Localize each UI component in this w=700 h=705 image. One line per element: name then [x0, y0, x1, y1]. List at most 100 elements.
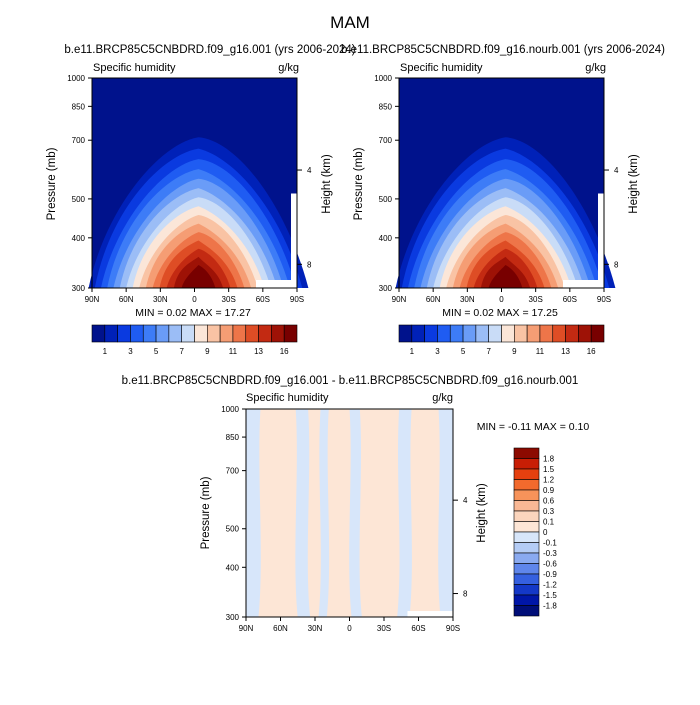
panel-2-ylabel-right: Height (km)	[628, 154, 640, 214]
colorbar-label: 0	[543, 528, 548, 537]
x-tick-label: 60S	[411, 624, 425, 633]
colorbar-swatch	[513, 605, 540, 617]
contour-band	[307, 409, 321, 617]
colorbar-label: -1.5	[543, 591, 557, 600]
y-tick-label: 400	[226, 563, 240, 572]
panel-2-left-label: Specific humidity	[400, 62, 483, 74]
colorbar-label: 9	[205, 347, 210, 356]
colorbar-swatch	[513, 531, 540, 543]
colorbar-label: 9	[512, 347, 517, 356]
plots-layer: 300 400 500 700 850 1000 90N 60N 30N 0 30S 60S 90S 4 8…	[67, 74, 619, 633]
colorbar-label: -0.3	[543, 549, 557, 558]
missing-data-mask	[563, 280, 604, 288]
y-tick-label: 700	[72, 136, 86, 145]
colorbar-swatch	[552, 324, 566, 343]
colorbar-label: 1	[103, 347, 108, 356]
y-tick-label: 400	[72, 234, 86, 243]
x-tick-label: 30S	[222, 295, 236, 304]
height-tick-label: 8	[307, 260, 312, 269]
colorbar-label: 1.5	[543, 465, 555, 474]
colorbar-label: 3	[128, 347, 133, 356]
missing-data-mask	[407, 611, 453, 617]
colorbar-swatch	[590, 324, 605, 343]
x-tick-label: 90S	[597, 295, 611, 304]
colorbar-label: 3	[435, 347, 440, 356]
colorbar-label: 0.1	[543, 518, 555, 527]
colorbar-label: 1	[410, 347, 415, 356]
height-tick-label: 4	[463, 496, 468, 505]
panel-3-right-label: g/kg	[432, 392, 453, 404]
colorbar-swatch	[565, 324, 579, 343]
x-tick-label: 90N	[85, 295, 100, 304]
colorbar-swatch	[117, 324, 131, 343]
y-tick-label: 1000	[221, 405, 239, 414]
y-tick-label: 300	[72, 284, 86, 293]
colorbar-swatch	[91, 324, 106, 343]
panel-3-left-label: Specific humidity	[246, 392, 329, 404]
height-tick-label: 4	[614, 166, 619, 175]
colorbar-label: 11	[229, 347, 238, 356]
y-tick-label: 300	[226, 613, 240, 622]
colorbar-label: 7	[179, 347, 184, 356]
colorbar-swatch	[526, 324, 541, 343]
y-tick-label: 850	[226, 433, 240, 442]
colorbar-swatch	[181, 324, 195, 343]
colorbar-swatch	[398, 324, 413, 343]
x-tick-label: 30N	[308, 624, 323, 633]
y-tick-label: 500	[72, 195, 86, 204]
panel-2-colorbar: 1 3 5 7 9 11 13 16	[398, 324, 605, 356]
x-tick-label: 30N	[153, 295, 168, 304]
colorbar-swatch	[513, 563, 540, 575]
colorbar-swatch	[168, 324, 182, 343]
colorbar-swatch	[411, 324, 425, 343]
contour-band	[258, 409, 298, 617]
x-tick-label: 60N	[273, 624, 288, 633]
x-tick-label: 90N	[239, 624, 254, 633]
colorbar-swatch	[142, 324, 157, 343]
panel-3-ylabel-right: Height (km)	[476, 483, 488, 543]
height-tick-label: 8	[463, 590, 468, 599]
colorbar-swatch	[258, 324, 272, 343]
colorbar-swatch	[219, 324, 234, 343]
contour-band	[359, 409, 400, 617]
x-tick-label: 60N	[119, 295, 134, 304]
colorbar-label: -1.2	[543, 581, 557, 590]
panel-3-stats: MIN = -0.11 MAX = 0.10	[477, 421, 590, 433]
colorbar-swatch	[513, 584, 540, 596]
panel-2-stats: MIN = 0.02 MAX = 17.25	[442, 307, 558, 319]
colorbar-label: 11	[536, 347, 545, 356]
colorbar-swatch	[513, 594, 540, 606]
colorbar-swatch	[513, 458, 540, 470]
colorbar-label: 13	[254, 347, 263, 356]
panel-2-ylabel: Pressure (mb)	[353, 147, 365, 220]
colorbar-swatch	[130, 324, 144, 343]
colorbar-swatch	[488, 324, 502, 343]
colorbar-swatch	[513, 510, 540, 522]
colorbar-swatch	[514, 324, 528, 343]
colorbar-swatch	[578, 324, 592, 343]
colorbar-swatch	[245, 324, 259, 343]
y-tick-label: 700	[379, 136, 393, 145]
panel-1-title: b.e11.BRCP85C5CNBDRD.f09_g16.001 (yrs 20…	[64, 44, 355, 56]
height-tick-label: 8	[614, 260, 619, 269]
panel-1-ylabel: Pressure (mb)	[46, 147, 58, 220]
panel-1-colorbar: 1 3 5 7 9 11 13 16	[91, 324, 298, 356]
missing-data-mask	[291, 193, 297, 288]
colorbar-label: -0.6	[543, 560, 557, 569]
y-tick-label: 500	[226, 525, 240, 534]
colorbar-swatch	[271, 324, 285, 343]
missing-data-mask	[598, 193, 604, 288]
colorbar-label: 0.9	[543, 486, 555, 495]
colorbar-swatch	[513, 573, 540, 585]
colorbar-label: 7	[486, 347, 491, 356]
panel-1-right-label: g/kg	[278, 62, 299, 74]
x-tick-label: 0	[499, 295, 504, 304]
y-tick-label: 850	[379, 102, 393, 111]
panel-1-contours	[88, 78, 309, 288]
contour-band	[488, 264, 523, 288]
y-tick-label: 400	[379, 234, 393, 243]
colorbar-swatch	[155, 324, 170, 343]
colorbar-label: -0.1	[543, 539, 557, 548]
panel-1-stats: MIN = 0.02 MAX = 17.27	[135, 307, 251, 319]
